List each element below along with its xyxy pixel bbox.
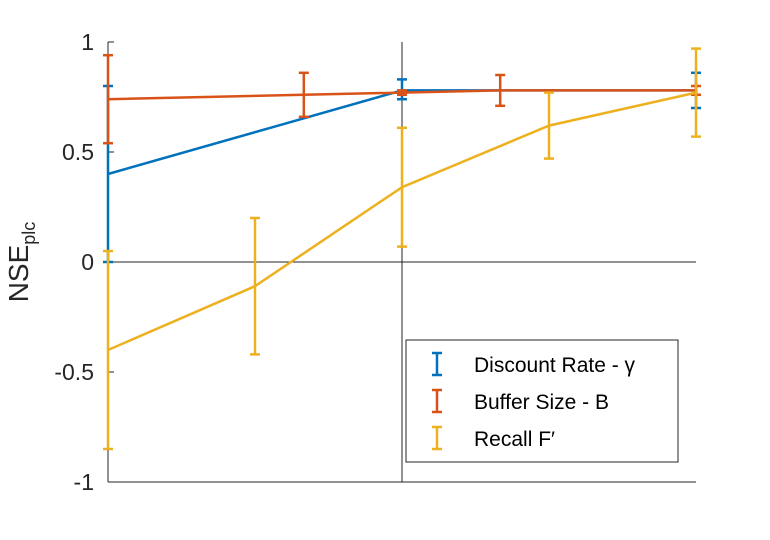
y-axis-label-main: NSE bbox=[3, 245, 34, 303]
error-bar bbox=[103, 249, 113, 451]
y-tick-label: 0.5 bbox=[62, 139, 94, 165]
error-bar bbox=[544, 91, 554, 160]
reference-lines bbox=[108, 42, 696, 482]
y-tick-label: -0.5 bbox=[54, 359, 94, 385]
error-bar bbox=[397, 126, 407, 248]
y-tick-label: 1 bbox=[81, 29, 94, 55]
series-1 bbox=[103, 53, 701, 145]
legend: Discount Rate - γ Buffer Size - B Recall F… bbox=[405, 339, 679, 463]
series-2 bbox=[103, 47, 701, 451]
series-layer bbox=[103, 47, 701, 451]
error-bar bbox=[250, 216, 260, 356]
y-tick-label: -1 bbox=[74, 469, 94, 495]
error-bar bbox=[691, 47, 701, 138]
legend-label: Recall F′ bbox=[474, 428, 555, 451]
legend-box bbox=[405, 339, 679, 463]
legend-item: Discount Rate - γ bbox=[432, 351, 636, 377]
error-bar bbox=[495, 73, 506, 108]
legend-label: Buffer Size - B bbox=[474, 391, 609, 414]
y-tick-label: 0 bbox=[81, 249, 94, 275]
error-bar bbox=[298, 71, 309, 119]
legend-label: Discount Rate - γ bbox=[474, 354, 636, 377]
y-tick-labels: 1 0.5 0 -0.5 -1 bbox=[54, 29, 94, 495]
legend-item: Buffer Size - B bbox=[432, 388, 609, 414]
y-axis-label: NSEplc bbox=[3, 222, 39, 303]
legend-item: Recall F′ bbox=[432, 425, 555, 451]
error-bar bbox=[397, 89, 407, 97]
y-axis-label-subscript: plc bbox=[19, 222, 39, 245]
error-bar bbox=[103, 53, 113, 145]
